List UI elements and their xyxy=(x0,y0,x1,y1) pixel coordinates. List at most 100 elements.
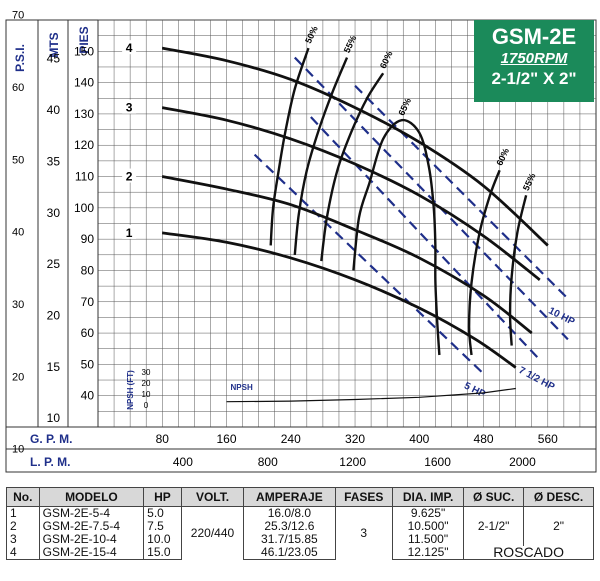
head-curve xyxy=(161,175,533,335)
cell-hp: 7.5 xyxy=(143,520,182,533)
mts-tick: 20 xyxy=(47,308,61,322)
cell-amp: 16.0/8.0 xyxy=(243,506,336,520)
head-curve-label-bg xyxy=(122,40,137,55)
pies-tick: 130 xyxy=(74,107,94,121)
gpm-tick: 80 xyxy=(156,432,170,446)
head-curve-label: 1 xyxy=(126,226,133,240)
cell-amp: 46.1/23.05 xyxy=(243,546,336,560)
psi-tick: 50 xyxy=(12,154,24,166)
lpm-axis-label: L. P. M. xyxy=(30,455,70,469)
cell-modelo: GSM-2E-5-4 xyxy=(38,506,145,520)
mts-tick: 40 xyxy=(47,103,61,117)
table-row: 1 GSM-2E-5-4 5.0 220/440 16.0/8.0 3 9.62… xyxy=(6,506,594,560)
head-curve-label: 2 xyxy=(126,170,133,184)
cell-suc: 2-1/2" xyxy=(463,506,525,546)
gpm-tick: 320 xyxy=(345,432,365,446)
head-curve-label: 4 xyxy=(126,41,133,55)
efficiency-curve xyxy=(320,72,385,262)
model-title: GSM-2E xyxy=(491,24,577,49)
hp-line xyxy=(294,56,569,341)
cell-dia: 9.625" xyxy=(391,506,465,520)
head-curve-label-bg xyxy=(122,99,137,114)
spec-table: No. MODELO HP VOLT. AMPERAJE FASES DIA. … xyxy=(6,487,594,560)
npsh-tick: 30 xyxy=(142,368,151,377)
psi-tick: 60 xyxy=(12,82,24,94)
pies-tick: 90 xyxy=(81,232,95,246)
th-fases: FASES xyxy=(334,487,393,507)
cell-hp: 5.0 xyxy=(143,506,182,520)
head-curve xyxy=(161,46,549,247)
pies-tick: 70 xyxy=(81,295,95,309)
lpm-tick: 800 xyxy=(258,455,278,469)
model-header: GSM-2E 1750RPM 2-1/2" X 2" xyxy=(474,20,594,102)
cell-fases: 3 xyxy=(334,506,393,560)
th-desc: Ø DESC. xyxy=(523,487,594,507)
mts-tick: 30 xyxy=(47,206,61,220)
cell-hp: 15.0 xyxy=(143,546,182,560)
pies-tick: 50 xyxy=(81,357,95,371)
pies-tick: 110 xyxy=(75,170,94,184)
hp-line xyxy=(253,153,485,375)
efficiency-label: 60% xyxy=(494,147,511,168)
pump-curve-chart: P.S.I. MTS PIES102030405060701015202530354… xyxy=(5,10,597,473)
cell-modelo: GSM-2E-15-4 xyxy=(38,546,145,560)
lpm-tick: 1200 xyxy=(339,455,366,469)
cell-dia: 12.125" xyxy=(391,546,465,560)
pies-tick: 80 xyxy=(81,263,95,277)
cell-volt: 220/440 xyxy=(180,506,245,560)
head-curve-label: 3 xyxy=(126,101,133,115)
cell-roscado: ROSCADO xyxy=(463,545,594,560)
lpm-tick: 400 xyxy=(173,455,193,469)
pies-axis-label: PIES xyxy=(77,26,91,53)
table-row: 2 GSM-2E-7.5-4 7.5 25.3/12.6 10.500" xyxy=(6,520,594,533)
psi-tick: 40 xyxy=(12,227,24,239)
pies-tick: 100 xyxy=(74,201,94,215)
head-curve-label-bg xyxy=(122,168,137,183)
psi-tick: 70 xyxy=(12,10,24,22)
efficiency-label: 55% xyxy=(521,172,538,193)
th-modelo: MODELO xyxy=(38,487,145,507)
npsh-axis-label: NPSH (FT) xyxy=(126,370,135,410)
lpm-tick: 2000 xyxy=(509,455,536,469)
hp-line-label: 7 1/2 HP xyxy=(517,365,557,393)
cell-no: 4 xyxy=(6,546,40,560)
mts-tick: 10 xyxy=(47,411,61,425)
npsh-curve xyxy=(226,387,516,403)
head-curve xyxy=(162,231,517,369)
npsh-label: NPSH xyxy=(231,383,253,392)
gpm-tick: 560 xyxy=(538,432,558,446)
table-row: 4 GSM-2E-15-4 15.0 46.1/23.05 12.125" RO… xyxy=(6,545,594,560)
npsh-tick: 20 xyxy=(142,379,151,388)
cell-modelo: GSM-2E-10-4 xyxy=(38,533,145,546)
cell-no: 1 xyxy=(6,506,40,520)
hp-line xyxy=(354,84,569,300)
pies-tick: 150 xyxy=(74,44,94,58)
gpm-axis-label: G. P. M. xyxy=(30,432,72,446)
size-label: 2-1/2" X 2" xyxy=(491,69,577,88)
cell-dia: 10.500" xyxy=(391,520,465,533)
gpm-tick: 480 xyxy=(474,432,494,446)
th-suc: Ø SUC. xyxy=(463,487,525,507)
rpm-label: 1750RPM xyxy=(500,50,568,67)
pies-tick: 140 xyxy=(74,76,94,90)
psi-tick: 20 xyxy=(12,371,24,383)
efficiency-curve xyxy=(269,47,310,246)
hp-line xyxy=(310,116,539,359)
efficiency-curve xyxy=(352,118,441,356)
pies-tick: 120 xyxy=(74,138,94,152)
pies-tick: 60 xyxy=(81,326,95,340)
psi-tick: 30 xyxy=(12,299,24,311)
th-no: No. xyxy=(6,487,40,507)
efficiency-curve xyxy=(293,57,349,255)
table-row: 3 GSM-2E-10-4 10.0 31.7/15.85 11.500" xyxy=(6,533,594,546)
head-curve xyxy=(161,106,541,281)
mts-tick: 45 xyxy=(47,52,61,66)
table-header-row: No. MODELO HP VOLT. AMPERAJE FASES DIA. … xyxy=(6,487,594,507)
psi-axis-label: P.S.I. xyxy=(13,44,27,72)
head-curve-label-bg xyxy=(122,224,137,239)
cell-modelo: GSM-2E-7.5-4 xyxy=(38,520,145,533)
gpm-tick: 160 xyxy=(217,432,237,446)
cell-amp: 31.7/15.85 xyxy=(243,533,336,546)
efficiency-label: 50% xyxy=(303,24,320,45)
mts-tick: 25 xyxy=(47,257,61,271)
